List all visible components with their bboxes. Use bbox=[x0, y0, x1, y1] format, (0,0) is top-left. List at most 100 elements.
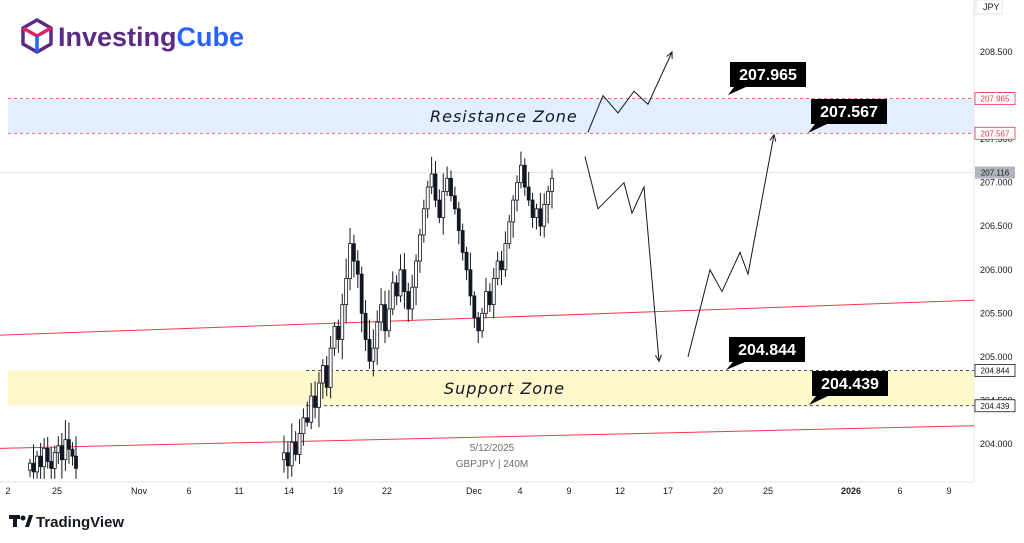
candle-body bbox=[511, 199, 516, 223]
candle-body bbox=[519, 164, 523, 184]
candle-body bbox=[445, 177, 450, 192]
candle-body bbox=[59, 445, 64, 461]
watermark-symbol: GBPJPY | 240M bbox=[456, 459, 528, 470]
candle-body bbox=[456, 208, 461, 231]
candle-body bbox=[410, 286, 415, 310]
candle-body bbox=[52, 452, 57, 469]
candle-body bbox=[359, 273, 364, 314]
candle-body bbox=[336, 325, 341, 340]
callout-label: 204.439 bbox=[821, 376, 879, 393]
trendline-2 bbox=[0, 425, 975, 449]
level-callout-207.567: 207.567 bbox=[808, 99, 887, 133]
candle-body bbox=[324, 365, 329, 388]
price-tag-207.567: 207.567 bbox=[974, 126, 1016, 140]
time-tick-label: Nov bbox=[131, 486, 148, 496]
candle-body bbox=[402, 269, 407, 292]
watermark-date: 5/12/2025 bbox=[470, 443, 515, 454]
candle-body bbox=[56, 445, 61, 454]
candle-body bbox=[526, 186, 531, 201]
candle-body bbox=[464, 251, 469, 271]
candle-body bbox=[320, 365, 325, 384]
candle-body bbox=[383, 304, 387, 332]
time-tick-label: 9 bbox=[566, 486, 571, 496]
candle-body bbox=[352, 243, 356, 262]
projection-path-3 bbox=[687, 134, 775, 358]
projection-path-1 bbox=[587, 51, 673, 133]
candle-body bbox=[468, 269, 473, 297]
candle-body bbox=[546, 190, 551, 205]
candle-body bbox=[301, 417, 306, 434]
candle-body bbox=[398, 269, 403, 297]
price-tag-207.965: 207.965 bbox=[974, 92, 1016, 106]
candle-body bbox=[285, 452, 290, 467]
candle-body bbox=[421, 208, 426, 236]
time-axis[interactable]: 2 25 Nov 6 11 14 19 22 Dec 4 9 12 17 20 25 2026 6 9 bbox=[5, 486, 951, 496]
price-tick-label: 206.000 bbox=[980, 265, 1013, 275]
candle-body bbox=[507, 221, 512, 245]
candle-body bbox=[313, 395, 317, 408]
time-tick-label: 25 bbox=[52, 486, 62, 496]
callout-label: 204.844 bbox=[738, 342, 796, 359]
support-zone-label: Support Zone bbox=[444, 379, 565, 398]
candle-body bbox=[375, 321, 380, 349]
candle-body bbox=[418, 234, 422, 262]
candle-body bbox=[515, 182, 519, 201]
svg-text:207.116: 207.116 bbox=[981, 169, 1010, 178]
candle-body bbox=[74, 455, 78, 469]
projection-path-2 bbox=[584, 156, 660, 362]
time-tick-label: 22 bbox=[382, 486, 392, 496]
time-tick-label: 2026 bbox=[841, 486, 861, 496]
time-tick-label: 6 bbox=[186, 486, 191, 496]
candle-body bbox=[67, 439, 71, 450]
candle-body bbox=[49, 461, 54, 469]
last-price-tag: 207.116 bbox=[975, 166, 1015, 179]
price-tag-204.439: 204.439 bbox=[974, 399, 1016, 413]
candle-body bbox=[429, 173, 434, 188]
price-tick-label: 206.500 bbox=[980, 221, 1013, 231]
price-tick-label: 205.000 bbox=[980, 352, 1013, 362]
candle-body bbox=[503, 243, 508, 271]
time-tick-label: 9 bbox=[946, 486, 951, 496]
candle-body bbox=[522, 164, 527, 188]
brand-name-part1: Investing bbox=[58, 22, 177, 52]
candle-body bbox=[414, 260, 418, 288]
candle-body bbox=[42, 447, 47, 468]
candle-body bbox=[499, 260, 504, 271]
callout-label: 207.965 bbox=[739, 67, 797, 84]
svg-text:InvestingCube: InvestingCube bbox=[58, 22, 244, 52]
candle-body bbox=[542, 204, 547, 227]
candle-body bbox=[289, 441, 294, 467]
candle-body bbox=[344, 278, 349, 306]
candle-body bbox=[495, 260, 500, 279]
candle-body bbox=[452, 195, 457, 210]
candle-body bbox=[35, 455, 39, 473]
candle-body bbox=[340, 304, 345, 340]
time-tick-label: 11 bbox=[234, 486, 243, 496]
price-tick-label: 207.000 bbox=[980, 178, 1013, 188]
candle-body bbox=[297, 433, 302, 455]
candle-body bbox=[355, 260, 360, 275]
candle-body bbox=[480, 312, 484, 332]
time-tick-label: 2 bbox=[5, 486, 10, 496]
level-callout-204.844: 204.844 bbox=[726, 337, 805, 370]
candle-body bbox=[70, 448, 75, 457]
candle-body bbox=[332, 325, 337, 349]
candle-body bbox=[406, 291, 411, 310]
svg-text:204.844: 204.844 bbox=[981, 366, 1010, 375]
price-tag-204.844: 204.844 bbox=[974, 364, 1016, 377]
candle-body bbox=[282, 452, 286, 461]
candle-body bbox=[441, 190, 446, 218]
candle-body bbox=[484, 291, 488, 314]
candle-body bbox=[309, 395, 314, 423]
candle-body bbox=[433, 173, 438, 201]
candle-body bbox=[28, 462, 32, 471]
price-tick-label: 204.000 bbox=[980, 439, 1013, 449]
arrowhead-icon bbox=[654, 354, 662, 363]
callout-label: 207.567 bbox=[820, 104, 878, 121]
candle-body bbox=[437, 199, 442, 218]
level-callout-207.965: 207.965 bbox=[728, 62, 806, 95]
price-axis[interactable]: 208.500208.000207.500207.000206.500206.0… bbox=[980, 47, 1013, 449]
candle-body bbox=[386, 308, 391, 332]
currency-box bbox=[975, 0, 1003, 15]
